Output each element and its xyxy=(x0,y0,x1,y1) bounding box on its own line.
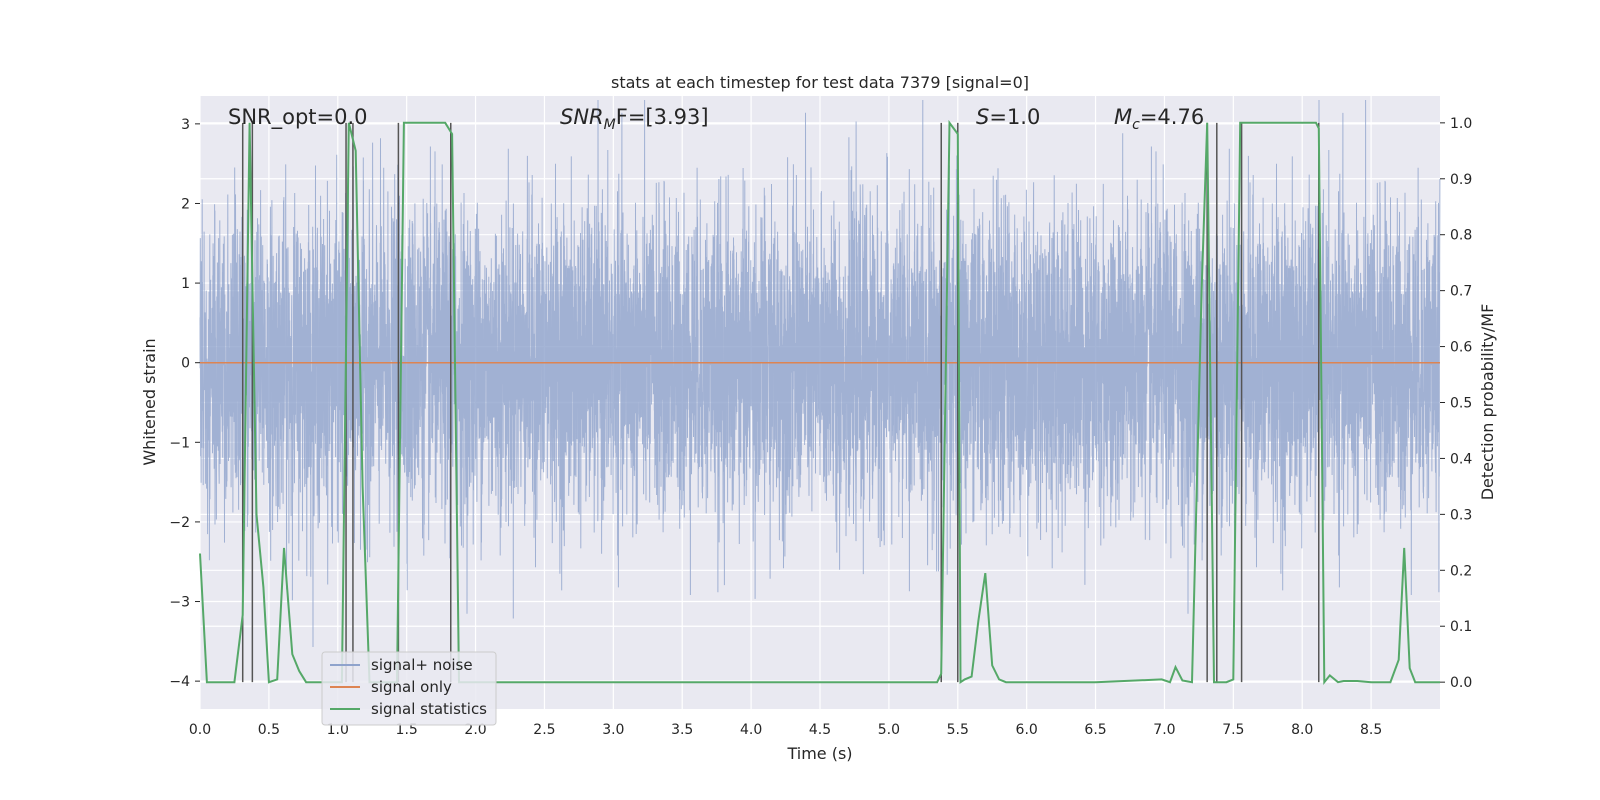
y-right-tick-label: 0.4 xyxy=(1450,451,1472,467)
y-left-tick-label: −4 xyxy=(169,674,190,690)
annotation-mc-subscript: c xyxy=(1132,117,1140,133)
annotation-snr-mf-value: F=[3.93] xyxy=(616,105,709,129)
x-tick-label: 7.5 xyxy=(1222,722,1244,738)
annotation-mc: Mc=4.76 xyxy=(1114,105,1204,133)
annotation-mc-value: =4.76 xyxy=(1140,105,1204,129)
y-right-tick-label: 0.8 xyxy=(1450,228,1472,244)
annotation-s-value: =1.0 xyxy=(989,105,1040,129)
legend-label-signal-statistics: signal statistics xyxy=(371,700,487,718)
x-tick-label: 2.5 xyxy=(533,722,555,738)
y-right-tick-labels: 0.0 0.1 0.2 0.3 0.4 0.5 0.6 0.7 0.8 0.9 1.0 xyxy=(1440,116,1472,691)
x-tick-label: 5.0 xyxy=(878,722,900,738)
annotation-mc-symbol: M xyxy=(1114,105,1132,129)
x-tick-label: 8.5 xyxy=(1360,722,1382,738)
y-left-tick-label: 3 xyxy=(181,117,190,133)
y-right-tick-label: 0.0 xyxy=(1450,675,1472,691)
y-right-tick-label: 0.2 xyxy=(1450,563,1472,579)
annotation-s: S=1.0 xyxy=(976,105,1040,129)
x-tick-label: 3.0 xyxy=(602,722,624,738)
x-tick-label: 1.0 xyxy=(327,722,349,738)
x-tick-label: 6.5 xyxy=(1084,722,1106,738)
y-right-tick-label: 0.5 xyxy=(1450,396,1472,412)
y-left-tick-label: −1 xyxy=(169,435,190,451)
x-tick-label: 4.0 xyxy=(740,722,762,738)
x-tick-label: 7.0 xyxy=(1153,722,1175,738)
annotation-snr-mf-subscript: M xyxy=(604,117,616,133)
annotation-snr-mf: SNRMF=[3.93] xyxy=(560,105,709,133)
y-left-tick-label: 0 xyxy=(181,356,190,372)
y-right-tick-label: 0.1 xyxy=(1450,619,1472,635)
legend-label-signal-only: signal only xyxy=(371,678,452,696)
y-right-tick-label: 0.9 xyxy=(1450,172,1472,188)
x-tick-label: 5.5 xyxy=(947,722,969,738)
y-left-tick-label: 2 xyxy=(181,196,190,212)
y-left-tick-label: −2 xyxy=(169,515,190,531)
y-right-tick-label: 0.7 xyxy=(1450,284,1472,300)
legend: signal+ noise signal only signal statist… xyxy=(321,651,497,726)
annotation-s-symbol: S xyxy=(976,105,989,129)
y-right-tick-label: 0.6 xyxy=(1450,340,1472,356)
y-left-axis-label: Whitened strain xyxy=(140,338,159,465)
annotation-snr-opt: SNR_opt=0.0 xyxy=(228,105,368,130)
x-tick-label: 2.0 xyxy=(464,722,486,738)
x-axis-label: Time (s) xyxy=(786,744,852,763)
annotation-snr-mf-symbol: SNR xyxy=(560,105,604,129)
legend-label-signal-noise: signal+ noise xyxy=(371,656,473,674)
y-left-tick-labels: −4 −3 −2 −1 0 1 2 3 xyxy=(169,117,200,690)
x-tick-label: 6.0 xyxy=(1016,722,1038,738)
chart-title: stats at each timestep for test data 737… xyxy=(611,73,1029,92)
x-tick-labels: 0.0 0.5 1.0 1.5 2.0 2.5 3.0 3.5 4.0 4.5 5.0 5.5 6.0 6… xyxy=(189,722,1382,738)
y-right-tick-label: 1.0 xyxy=(1450,116,1472,132)
x-tick-label: 1.5 xyxy=(396,722,418,738)
y-left-tick-label: −3 xyxy=(169,595,190,611)
noise-trace xyxy=(199,99,1441,648)
x-tick-label: 8.0 xyxy=(1291,722,1313,738)
x-tick-label: 0.5 xyxy=(258,722,280,738)
y-right-tick-label: 0.3 xyxy=(1450,507,1472,523)
x-tick-label: 0.0 xyxy=(189,722,211,738)
x-tick-label: 4.5 xyxy=(809,722,831,738)
x-tick-label: 3.5 xyxy=(671,722,693,738)
series-signal-noise xyxy=(199,99,1441,648)
y-right-axis-label: Detection probability/MF xyxy=(1478,304,1497,501)
y-left-tick-label: 1 xyxy=(181,276,190,292)
legend-box xyxy=(321,651,497,726)
